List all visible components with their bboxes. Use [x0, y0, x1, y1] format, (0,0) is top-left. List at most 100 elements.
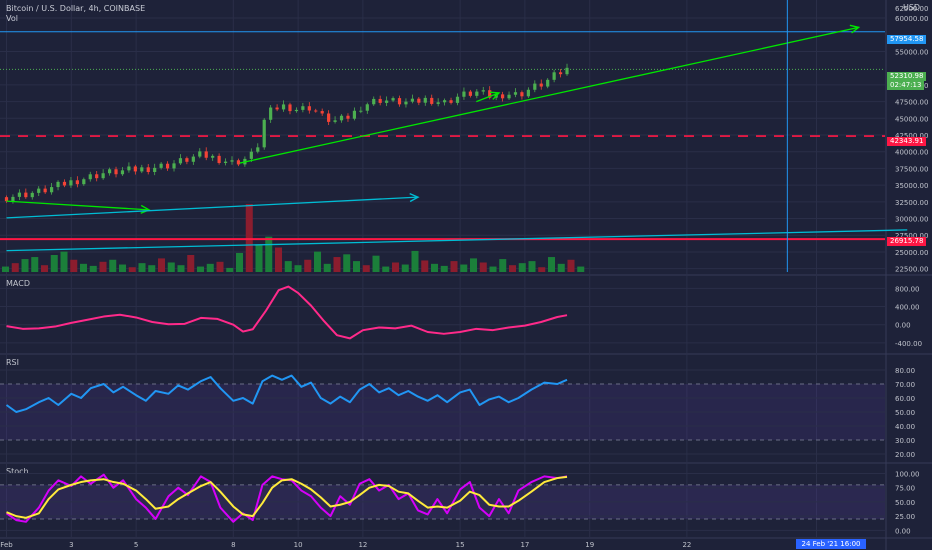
candle-body	[417, 98, 421, 103]
volume-bar	[197, 266, 205, 272]
arrow-head	[849, 24, 861, 34]
candle-body	[146, 167, 150, 173]
volume-bar	[41, 265, 49, 272]
macd-line	[6, 285, 568, 340]
volume-bar	[421, 260, 429, 272]
rsi-pane-title: RSI	[6, 358, 19, 367]
candle-body	[62, 181, 67, 186]
volume-bar	[187, 255, 195, 272]
candle-body	[281, 104, 286, 110]
candle-body	[159, 163, 163, 168]
candle-body	[552, 72, 556, 80]
volume-bar	[382, 266, 390, 272]
price-tick-label: 55000.00	[895, 48, 928, 56]
volume-bar	[245, 204, 253, 272]
candle-body	[443, 100, 447, 103]
trend-arrow	[239, 26, 859, 164]
volume-bar	[353, 261, 361, 272]
x-tick-label: 5	[134, 541, 138, 549]
volume-bar	[411, 250, 419, 272]
price-tick-label: 42500.00	[895, 132, 928, 140]
x-tick-label: 12	[358, 541, 367, 549]
candle-body	[385, 100, 389, 103]
volume-bar	[314, 251, 322, 272]
candle-body	[204, 151, 208, 158]
candle-body	[127, 166, 131, 171]
candle-body	[24, 192, 28, 198]
volume-bar	[128, 267, 136, 272]
rsi-tick-label: 70.00	[895, 381, 915, 389]
candle-body	[165, 163, 170, 169]
volume-bar	[60, 251, 68, 272]
candle-body	[488, 90, 492, 98]
candle-body	[153, 167, 157, 173]
volume-bar	[167, 262, 175, 272]
rsi-tick-label: 80.00	[895, 367, 915, 375]
candle-body	[359, 110, 363, 112]
candle-body	[43, 188, 47, 193]
candle-body	[11, 196, 15, 202]
candle-body	[249, 151, 253, 159]
candle-body	[423, 97, 427, 103]
stoch-tick-label: 50.00	[895, 499, 915, 507]
candle-body	[230, 160, 234, 162]
candle-body	[430, 97, 434, 104]
macd-tick-label: 400.00	[895, 304, 920, 312]
price-tick-label: 62500.00	[895, 5, 928, 13]
candle-body	[436, 102, 440, 104]
volume-bar	[343, 254, 351, 272]
volume-bar	[177, 265, 185, 272]
volume-bar	[109, 259, 117, 272]
price-tick-label: 45000.00	[895, 115, 928, 123]
candle-body	[462, 91, 466, 97]
candle-body	[546, 79, 550, 87]
candle-body	[320, 111, 324, 114]
candle-body	[107, 169, 112, 174]
candle-body	[236, 160, 241, 165]
x-tick-label: 8	[231, 541, 235, 549]
candle-body	[513, 92, 518, 95]
volume-bar	[323, 263, 331, 272]
price-tick-label: 27500.00	[895, 232, 928, 240]
candle-body	[294, 109, 299, 112]
stoch-d-line	[6, 475, 568, 519]
volume-bar	[528, 261, 536, 272]
candle-body	[533, 83, 537, 90]
volume-bar	[275, 247, 283, 272]
candle-body	[481, 90, 485, 92]
candle-body	[339, 115, 344, 121]
x-tick-label: 15	[456, 541, 465, 549]
price-tick-label: 35000.00	[895, 182, 928, 190]
candle-body	[262, 119, 266, 148]
volume-bar	[567, 259, 575, 272]
candle-body	[95, 174, 99, 179]
candle-body	[133, 166, 137, 172]
stoch-pane-title: Stoch	[6, 467, 29, 476]
last-price-label: 52310.98	[887, 72, 927, 81]
candle-body	[120, 170, 125, 175]
x-tick-label: 22	[682, 541, 691, 549]
volume-bar	[21, 259, 29, 272]
x-tick-label: 3	[69, 541, 73, 549]
rsi-line	[5, 374, 568, 413]
macd-tick-label: 800.00	[895, 285, 920, 293]
volume-bar	[557, 263, 565, 272]
support2-price-label: 26915.78	[887, 237, 927, 246]
candle-body	[301, 106, 305, 110]
candle-body	[223, 161, 228, 163]
price-tick-label: 47500.00	[895, 99, 928, 107]
rsi-tick-label: 30.00	[895, 437, 915, 445]
rsi-tick-label: 40.00	[895, 423, 915, 431]
volume-bar	[479, 262, 487, 272]
candle-body	[256, 147, 260, 152]
volume-bar	[70, 259, 78, 272]
volume-bar	[265, 236, 273, 272]
candle-body	[372, 98, 376, 105]
candle-body	[217, 155, 221, 163]
candle-body	[327, 113, 331, 122]
volume-bar	[304, 259, 312, 272]
candle-body	[475, 91, 479, 96]
volume-bar	[148, 265, 156, 272]
stoch-tick-label: 75.00	[895, 485, 915, 493]
